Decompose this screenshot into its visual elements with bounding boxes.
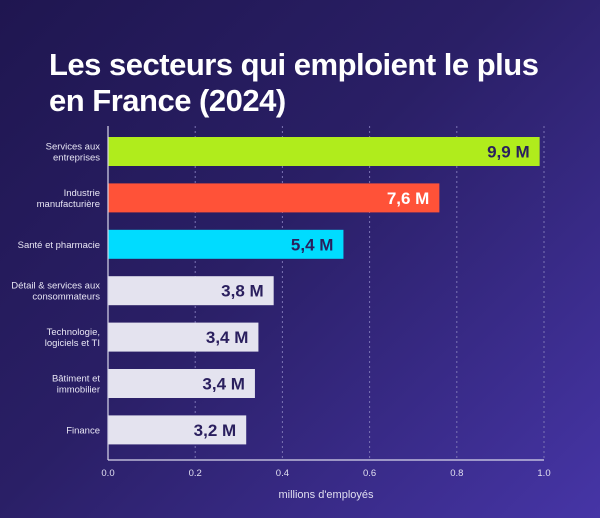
x-axis-title: millions d'employés (278, 489, 374, 501)
data-label: 3,8 M (221, 282, 264, 301)
bar (108, 322, 259, 352)
x-tick-label: 0.0 (101, 468, 114, 479)
bar (108, 276, 274, 306)
x-tick-label: 1.0 (537, 468, 550, 479)
category-label: Technologie, logiciels et TI (45, 327, 100, 349)
data-label: 3,2 M (194, 421, 237, 440)
chart-title: Les secteurs qui emploient le plus en Fr… (49, 47, 539, 118)
bar (108, 137, 540, 166)
data-label: 3,4 M (206, 328, 249, 347)
data-label: 7,6 M (387, 189, 430, 208)
data-label: 9,9 M (487, 143, 530, 162)
category-label: Finance (66, 425, 100, 436)
bar (108, 369, 255, 398)
bar (108, 229, 344, 259)
bar (108, 183, 440, 213)
category-label: Services aux entreprises (46, 142, 101, 164)
data-label: 5,4 M (291, 235, 334, 254)
data-label: 3,4 M (202, 375, 245, 394)
x-tick-label: 0.2 (189, 468, 202, 479)
x-tick-label: 0.6 (363, 468, 376, 479)
category-label: Industrie manufacturière (37, 188, 100, 210)
x-tick-label: 0.4 (276, 468, 289, 479)
category-label: Détail & services aux consommateurs (11, 281, 100, 303)
x-tick-label: 0.8 (450, 468, 463, 479)
category-label: Bâtiment et immobilier (52, 374, 100, 396)
category-label: Santé et pharmacie (18, 240, 100, 251)
bar (108, 415, 247, 445)
